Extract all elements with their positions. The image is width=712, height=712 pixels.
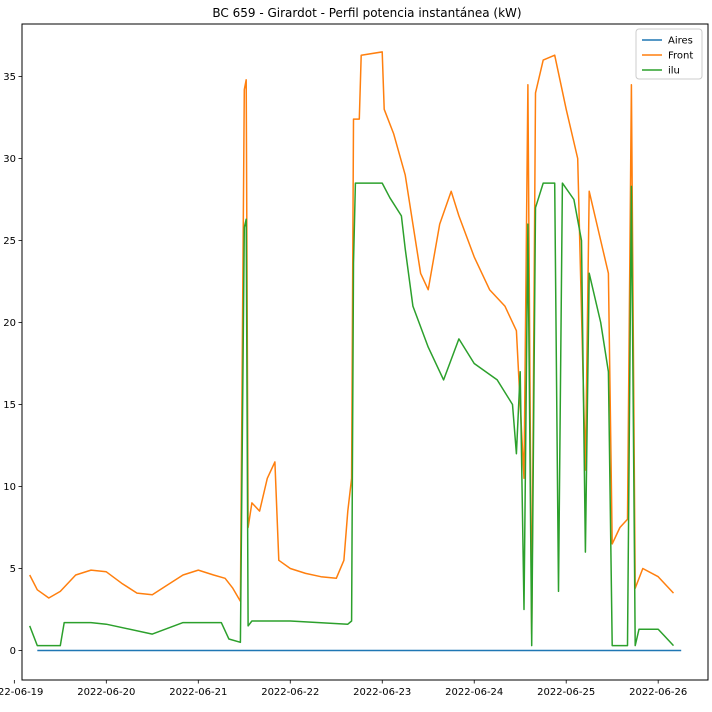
x-tick-label: 2022-06-19 xyxy=(0,687,43,698)
x-tick-label: 2022-06-20 xyxy=(77,687,135,698)
axes-frame xyxy=(21,23,709,681)
y-tick-label: 0 xyxy=(10,646,16,657)
x-tick-label: 2022-06-25 xyxy=(537,687,595,698)
x-tick-label: 2022-06-23 xyxy=(353,687,411,698)
y-tick-label: 5 xyxy=(10,564,16,575)
legend-label-aires: Aires xyxy=(668,36,693,47)
x-tick-label: 2022-06-21 xyxy=(169,687,227,698)
y-tick-label: 10 xyxy=(3,482,16,493)
plot-area xyxy=(21,23,709,681)
x-tick-label: 2022-06-22 xyxy=(261,687,319,698)
y-tick-label: 15 xyxy=(3,400,16,411)
legend: Aires Front ilu xyxy=(635,28,703,80)
series-line-ilu xyxy=(29,182,675,647)
chart-title: BC 659 - Girardot - Perfil potencia inst… xyxy=(212,6,521,20)
x-tick-label: 2022-06-26 xyxy=(629,687,687,698)
y-tick-label: 20 xyxy=(3,318,16,329)
axes-ticks: 0 5 10 15 20 25 30 35 2022-06-19 2022-06-20 2022-0… xyxy=(0,72,687,698)
legend-box xyxy=(635,28,703,80)
legend-label-front: Front xyxy=(668,51,693,62)
legend-label-ilu: ilu xyxy=(668,66,680,77)
y-tick-label: 30 xyxy=(3,154,16,165)
y-tick-label: 35 xyxy=(3,72,16,83)
y-tick-label: 25 xyxy=(3,236,16,247)
x-tick-label: 2022-06-24 xyxy=(445,687,503,698)
